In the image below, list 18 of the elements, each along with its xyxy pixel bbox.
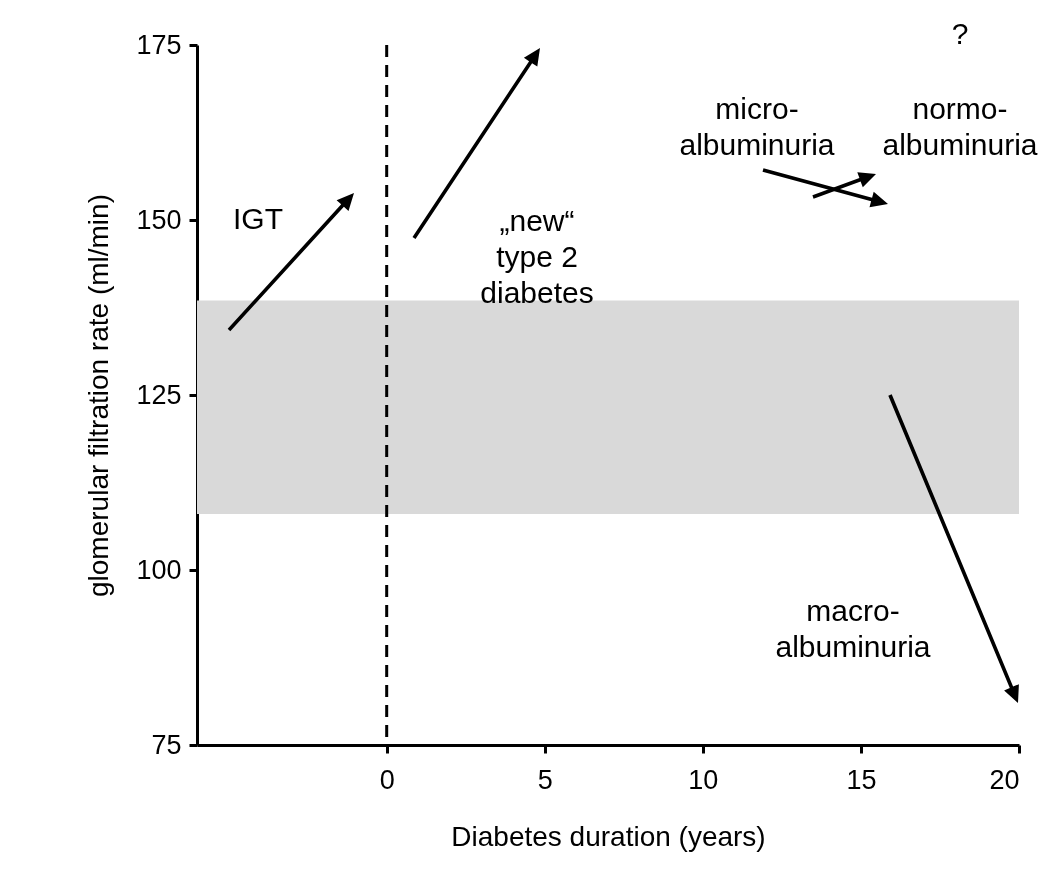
y-tick-label: 125 bbox=[136, 379, 182, 410]
y-tick-label: 150 bbox=[136, 204, 182, 235]
x-tick-label: 0 bbox=[379, 764, 395, 795]
annotation: macro- albuminuria bbox=[775, 594, 931, 663]
x-tick-label: 15 bbox=[846, 764, 877, 795]
annotation: ? bbox=[951, 17, 969, 50]
y-tick-label: 100 bbox=[136, 554, 182, 585]
annotation: „new“ type 2 diabetes bbox=[480, 204, 594, 309]
x-tick-label: 20 bbox=[989, 764, 1020, 795]
y-tick-label: 175 bbox=[136, 29, 182, 60]
x-tick-label: 10 bbox=[688, 764, 719, 795]
y-axis-title: glomerular filtration rate (ml/min) bbox=[83, 194, 115, 597]
y-tick-label: 75 bbox=[151, 729, 182, 760]
annotation: micro- albuminuria bbox=[679, 92, 835, 161]
x-axis-title: Diabetes duration (years) bbox=[451, 820, 766, 852]
annotation: normo- albuminuria bbox=[882, 92, 1038, 161]
x-tick-label: 5 bbox=[537, 764, 553, 795]
annotation: IGT bbox=[233, 202, 283, 235]
